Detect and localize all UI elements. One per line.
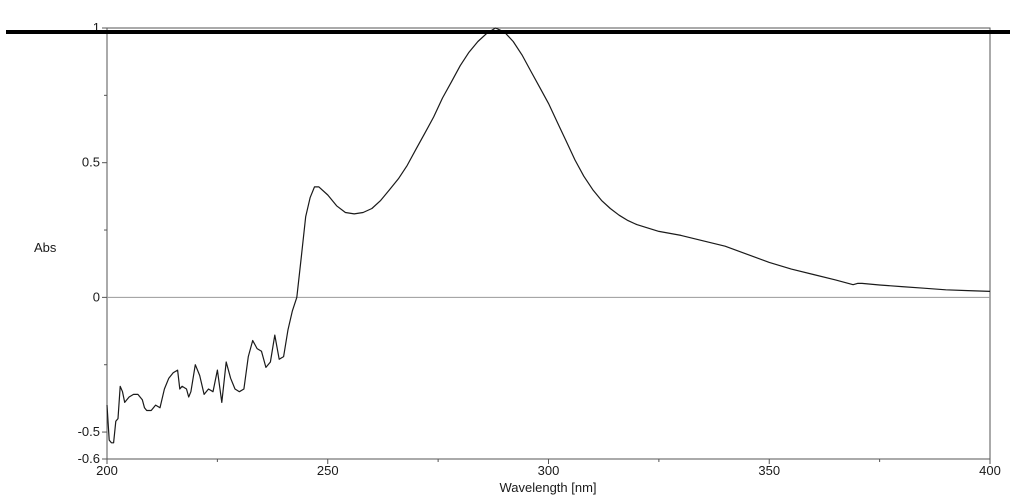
y-tick-label: 1 bbox=[93, 20, 100, 35]
y-axis-label: Abs bbox=[34, 240, 57, 255]
x-tick-label: 300 bbox=[538, 463, 560, 478]
x-tick-label: 250 bbox=[317, 463, 339, 478]
y-tick-label: -0.5 bbox=[78, 424, 100, 439]
top-border-bar bbox=[6, 30, 1010, 34]
y-tick-label: -0.6 bbox=[78, 451, 100, 466]
y-axis: -0.6 -0.5 0 0.5 1 bbox=[78, 20, 107, 466]
x-axis: 200 250 300 350 400 bbox=[96, 459, 1001, 478]
x-tick-label: 200 bbox=[96, 463, 118, 478]
y-tick-label: 0 bbox=[93, 289, 100, 304]
series-layer bbox=[106, 27, 991, 444]
x-tick-label: 350 bbox=[758, 463, 780, 478]
series-line-0 bbox=[106, 27, 991, 444]
y-tick-label: 0.5 bbox=[82, 155, 100, 170]
x-tick-label: 400 bbox=[979, 463, 1001, 478]
x-axis-label: Wavelength [nm] bbox=[499, 480, 596, 495]
